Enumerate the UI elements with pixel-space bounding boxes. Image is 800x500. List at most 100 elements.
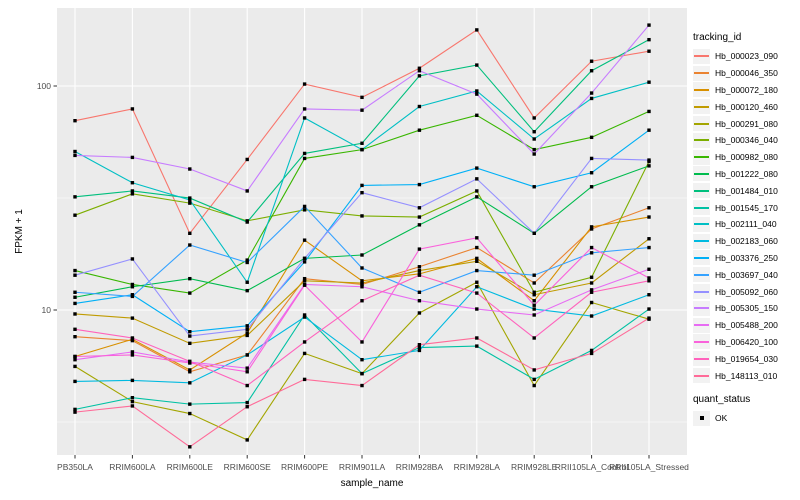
data-point bbox=[417, 273, 422, 277]
x-axis-title: sample_name bbox=[340, 478, 404, 489]
data-point bbox=[589, 288, 594, 292]
data-point bbox=[245, 405, 249, 409]
legend-item: Hb_003376_250 bbox=[693, 250, 799, 267]
data-point bbox=[475, 336, 479, 340]
data-point bbox=[360, 281, 364, 285]
data-point bbox=[188, 411, 192, 416]
data-point bbox=[417, 265, 422, 269]
x-tick-label: RRIM600LE bbox=[167, 462, 214, 472]
legend-item: Hb_000346_040 bbox=[693, 132, 799, 149]
data-point bbox=[589, 314, 594, 318]
legend-line-swatch-icon bbox=[694, 340, 709, 343]
data-point bbox=[647, 245, 651, 250]
data-point bbox=[360, 253, 364, 257]
data-point bbox=[532, 336, 536, 340]
data-point bbox=[73, 301, 77, 306]
data-point bbox=[532, 273, 536, 277]
data-point bbox=[245, 438, 249, 442]
legend-key bbox=[693, 149, 710, 165]
data-point bbox=[188, 231, 192, 235]
legend-line-swatch-icon bbox=[694, 374, 709, 377]
data-point bbox=[417, 345, 422, 350]
data-point bbox=[130, 282, 135, 287]
data-point bbox=[130, 257, 135, 261]
legend-tracking-id-title: tracking_id bbox=[693, 32, 742, 43]
data-point bbox=[589, 251, 594, 255]
data-point bbox=[589, 135, 594, 140]
data-point bbox=[302, 313, 307, 317]
data-point bbox=[475, 28, 479, 32]
data-point bbox=[589, 185, 594, 189]
data-point bbox=[589, 91, 594, 95]
legend-item: Hb_001222_080 bbox=[693, 166, 799, 183]
data-point bbox=[360, 266, 364, 270]
data-point bbox=[475, 236, 479, 240]
data-point bbox=[245, 220, 249, 224]
data-point bbox=[73, 153, 77, 158]
data-point bbox=[475, 177, 479, 181]
legend-key bbox=[693, 334, 710, 350]
data-point bbox=[360, 371, 364, 376]
legend-line-swatch-icon bbox=[694, 307, 709, 310]
data-point bbox=[532, 185, 536, 189]
data-point bbox=[417, 128, 422, 132]
data-point bbox=[73, 357, 77, 362]
data-point bbox=[130, 285, 135, 289]
data-point bbox=[73, 295, 77, 299]
legend-line-swatch-icon bbox=[694, 290, 709, 293]
legend-key bbox=[693, 410, 710, 426]
legend-item-label: Hb_006420_100 bbox=[715, 336, 778, 347]
x-tick-label: RRIM600SE bbox=[224, 462, 272, 472]
legend-key bbox=[693, 284, 710, 300]
legend-key bbox=[693, 132, 710, 148]
data-point bbox=[532, 307, 536, 311]
data-point bbox=[245, 157, 249, 162]
legend-item-label: Hb_000120_460 bbox=[715, 101, 778, 112]
legend-key bbox=[693, 200, 710, 216]
legend-item-label: Hb_000072_180 bbox=[715, 84, 778, 95]
data-point bbox=[647, 158, 651, 162]
data-point bbox=[589, 290, 594, 294]
data-point bbox=[475, 291, 479, 295]
data-point bbox=[73, 268, 77, 273]
data-point bbox=[647, 49, 651, 53]
data-point bbox=[73, 410, 77, 414]
data-point bbox=[73, 149, 77, 154]
data-point bbox=[73, 354, 77, 359]
data-point bbox=[532, 147, 536, 152]
data-point bbox=[475, 89, 479, 93]
legend-item: Hb_000982_080 bbox=[693, 149, 799, 166]
data-point bbox=[417, 215, 422, 219]
legend-line-swatch-icon bbox=[694, 273, 709, 276]
legend-line-swatch-icon bbox=[694, 105, 709, 108]
data-point bbox=[73, 118, 77, 123]
data-point bbox=[245, 189, 249, 193]
legend-item-label: Hb_005305_150 bbox=[715, 303, 778, 314]
data-point bbox=[73, 290, 77, 294]
legend-item-quant-status: OK bbox=[693, 410, 799, 427]
x-tick-label: RRIM600LA bbox=[109, 462, 156, 472]
data-point bbox=[73, 273, 77, 277]
data-point bbox=[130, 181, 135, 185]
legend-quant-status-items: OK bbox=[693, 410, 799, 427]
data-point bbox=[360, 147, 364, 152]
data-point bbox=[532, 368, 536, 372]
data-point bbox=[245, 288, 249, 293]
legend-item-label: Hb_000291_080 bbox=[715, 118, 778, 129]
data-point bbox=[475, 166, 479, 170]
data-point bbox=[188, 196, 192, 200]
legend-line-swatch-icon bbox=[694, 324, 709, 327]
data-point bbox=[532, 231, 536, 235]
legend-item: Hb_001484_010 bbox=[693, 182, 799, 199]
data-point bbox=[360, 95, 364, 100]
legend-item-label: Hb_001222_080 bbox=[715, 168, 778, 179]
data-point bbox=[417, 74, 422, 78]
data-point bbox=[417, 247, 422, 251]
legend-item-label: Hb_005488_200 bbox=[715, 320, 778, 331]
data-point bbox=[589, 59, 594, 63]
data-point bbox=[360, 285, 364, 289]
y-axis-title: FPKM + 1 bbox=[14, 209, 25, 254]
data-point bbox=[360, 214, 364, 218]
legend-item: Hb_005092_060 bbox=[693, 283, 799, 300]
